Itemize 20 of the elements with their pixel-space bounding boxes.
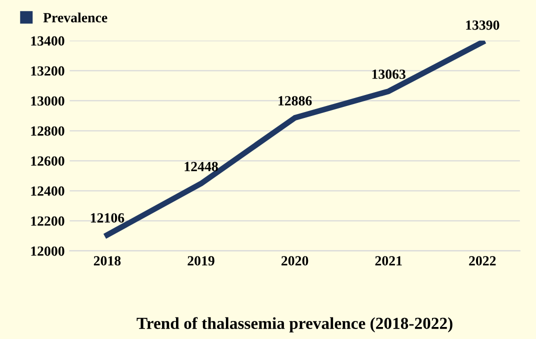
data-label: 12106 <box>90 213 124 223</box>
legend-label: Prevalence <box>43 12 108 22</box>
x-tick-label: 2022 <box>469 256 496 266</box>
x-tick-label: 2020 <box>281 256 308 266</box>
y-tick-label: 12800 <box>31 126 64 136</box>
x-tick-label: 2018 <box>94 256 121 266</box>
text: Trend of thalassemia prevalence (2018-2022) <box>136 317 452 332</box>
y-tick-label: 13200 <box>31 66 64 76</box>
data-label: 13063 <box>372 70 406 79</box>
y-tick-label: 13400 <box>31 36 64 46</box>
y-tick-label: 12600 <box>31 156 64 166</box>
data-label: 13390 <box>466 20 500 30</box>
y-tick-label: 12200 <box>31 216 64 226</box>
y-tick-label: 12400 <box>31 186 64 196</box>
x-tick-label: 2019 <box>188 256 214 266</box>
data-label: 12448 <box>184 162 218 172</box>
data-label: 12886 <box>278 96 312 106</box>
x-tick-label: 2021 <box>375 256 402 266</box>
y-tick-label: 12000 <box>31 246 64 256</box>
y-tick-label: 13000 <box>31 96 64 106</box>
